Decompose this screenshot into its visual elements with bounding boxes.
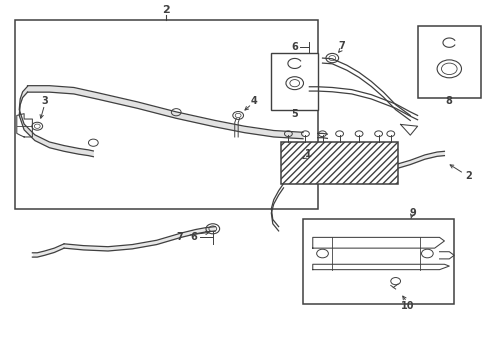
Text: 4: 4 xyxy=(250,96,257,106)
Text: 6: 6 xyxy=(189,232,196,242)
Bar xyxy=(303,220,453,304)
Text: 2: 2 xyxy=(163,5,170,15)
Text: 3: 3 xyxy=(41,96,48,106)
Bar xyxy=(271,53,317,110)
Text: 10: 10 xyxy=(400,301,414,311)
Text: 1: 1 xyxy=(304,149,311,159)
Text: 7: 7 xyxy=(176,232,183,242)
Text: 8: 8 xyxy=(445,96,452,106)
Text: 7: 7 xyxy=(338,41,345,50)
Bar xyxy=(417,26,480,98)
Text: 2: 2 xyxy=(465,171,471,181)
Text: 6: 6 xyxy=(291,42,298,52)
Bar xyxy=(281,142,397,184)
Text: 5: 5 xyxy=(291,109,298,119)
Bar xyxy=(281,142,397,184)
Text: 9: 9 xyxy=(408,208,415,218)
Bar xyxy=(15,21,317,209)
